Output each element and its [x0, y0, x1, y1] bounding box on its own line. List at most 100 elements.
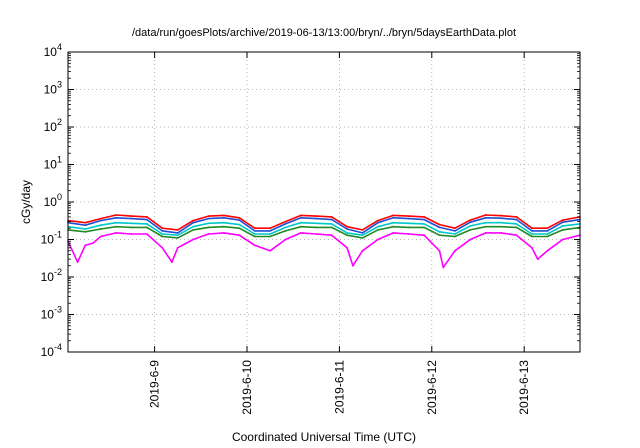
data-point	[531, 246, 533, 249]
data-point	[146, 216, 148, 218]
data-point	[192, 238, 195, 241]
data-point	[377, 221, 379, 224]
data-point	[546, 235, 549, 238]
data-point	[207, 233, 210, 235]
data-point	[330, 226, 333, 229]
data-point	[99, 228, 102, 230]
data-point	[546, 249, 549, 252]
data-point	[500, 217, 502, 220]
data-point	[546, 230, 549, 232]
x-tick-label: 2019-6-11	[332, 360, 346, 414]
data-point	[484, 221, 487, 224]
series-line-1	[67, 214, 581, 231]
data-point	[407, 222, 410, 225]
y-tick-label: 10-3	[41, 305, 62, 322]
data-point	[377, 229, 379, 231]
data-point	[392, 214, 395, 217]
series-line-4	[67, 225, 581, 239]
data-point	[269, 230, 271, 232]
data-point	[300, 232, 302, 234]
data-point	[115, 221, 117, 224]
data-point	[438, 223, 441, 226]
data-point	[207, 215, 210, 218]
data-point	[269, 227, 271, 230]
data-point	[176, 234, 179, 237]
y-tick-label: 104	[44, 42, 62, 59]
data-point	[361, 249, 364, 252]
data-point	[423, 216, 425, 218]
data-point	[377, 225, 379, 228]
data-point	[253, 233, 256, 235]
data-point	[176, 232, 179, 234]
data-point	[500, 225, 502, 228]
x-axis: 2019-6-9 2019-6-10 2019-6-11 2019-6-12 2019-…	[148, 52, 531, 415]
data-point	[454, 235, 456, 238]
data-point	[469, 219, 472, 222]
data-point	[284, 226, 287, 229]
data-point	[207, 226, 210, 229]
data-point	[407, 217, 410, 220]
data-point	[469, 221, 472, 224]
chart-title: /data/run/goesPlots/archive/2019-06-13/1…	[132, 27, 516, 39]
data-point	[346, 232, 348, 234]
data-point	[315, 222, 318, 225]
data-point	[377, 219, 379, 222]
data-point	[469, 229, 472, 231]
data-point	[176, 229, 179, 231]
data-point	[269, 249, 271, 252]
data-point	[146, 223, 148, 225]
data-point	[531, 230, 533, 232]
data-point	[238, 234, 241, 237]
data-point	[300, 221, 302, 224]
data-point	[269, 235, 271, 238]
data-point	[115, 216, 117, 219]
data-point	[361, 234, 364, 237]
data-point	[346, 228, 348, 230]
data-point	[192, 229, 195, 231]
x-tick-label: 2019-6-9	[148, 360, 162, 408]
data-point	[284, 238, 287, 241]
data-point	[130, 226, 133, 229]
data-point	[361, 237, 364, 239]
data-point	[284, 230, 287, 232]
y-axis: 10-4 10-3 10-2 10-1 100 101 102 103 104	[41, 42, 580, 359]
data-point	[161, 230, 164, 232]
data-point	[253, 235, 256, 238]
data-point	[300, 216, 302, 219]
data-point	[238, 219, 241, 222]
data-point	[238, 223, 241, 226]
data-point	[392, 216, 395, 219]
data-point	[438, 226, 441, 229]
series-layer	[67, 214, 581, 269]
data-point	[361, 232, 364, 234]
data-point	[454, 230, 456, 232]
series-line-3	[67, 221, 581, 236]
data-point	[223, 232, 225, 234]
data-point	[161, 227, 164, 230]
data-point	[207, 217, 210, 220]
data-point	[115, 214, 117, 216]
data-point	[442, 266, 445, 269]
data-point	[238, 227, 241, 230]
x-tick-label: 2019-6-10	[240, 360, 254, 415]
data-point	[92, 242, 94, 245]
y-tick-label: 10-1	[41, 230, 62, 247]
data-point	[161, 246, 164, 249]
data-point	[99, 235, 102, 238]
data-point	[315, 233, 318, 235]
data-point	[561, 219, 564, 222]
data-point	[423, 226, 425, 229]
data-point	[531, 233, 533, 235]
data-point	[99, 217, 102, 220]
data-point	[423, 218, 425, 221]
data-point	[484, 225, 487, 228]
data-point	[438, 230, 441, 233]
data-point	[207, 222, 210, 225]
data-point	[469, 225, 472, 227]
data-point	[500, 214, 502, 217]
data-point	[130, 217, 133, 220]
data-point	[176, 246, 179, 249]
data-point	[300, 214, 302, 217]
data-point	[161, 233, 164, 235]
